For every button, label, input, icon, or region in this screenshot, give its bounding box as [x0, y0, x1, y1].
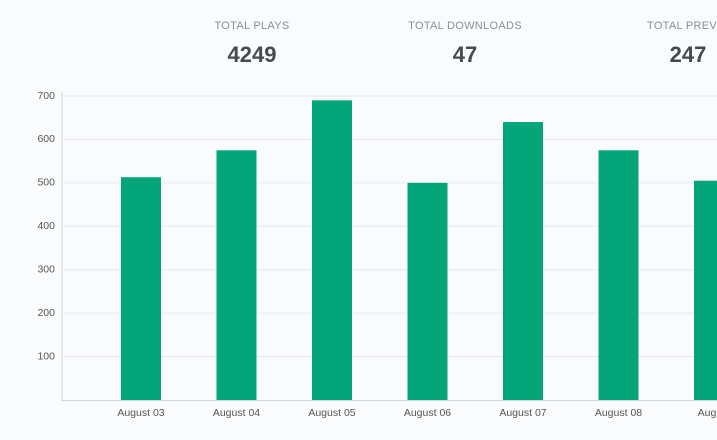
y-tick-label: 600 — [37, 133, 55, 145]
y-tick-label: 100 — [37, 350, 55, 362]
bar — [121, 177, 161, 400]
x-tick-label: August 03 — [117, 407, 164, 419]
y-tick-label: 400 — [37, 220, 55, 232]
bar — [503, 122, 543, 401]
y-tick-label: 500 — [37, 177, 55, 189]
bar — [598, 150, 639, 400]
bar — [694, 180, 717, 400]
stat-label: TOTAL PLAYS — [214, 20, 289, 32]
stat-label: TOTAL PREVIEW — [647, 20, 717, 32]
x-tick-label: August — [698, 407, 717, 419]
x-tick-label: August 04 — [213, 407, 260, 419]
bar — [216, 150, 257, 400]
x-tick-label: August 07 — [499, 407, 546, 419]
stat-label: TOTAL DOWNLOADS — [408, 20, 522, 32]
x-tick-label: August 05 — [308, 407, 355, 419]
y-tick-label: 200 — [37, 307, 55, 319]
stat-value: 47 — [453, 42, 477, 67]
y-tick-label: 300 — [37, 263, 55, 275]
stat-value: 4249 — [228, 42, 277, 67]
bar — [407, 182, 448, 400]
x-tick-label: August 06 — [404, 407, 451, 419]
bar — [312, 100, 352, 400]
stat-value: 247 — [670, 42, 707, 67]
y-tick-label: 700 — [37, 90, 55, 102]
x-tick-label: August 08 — [595, 407, 642, 419]
